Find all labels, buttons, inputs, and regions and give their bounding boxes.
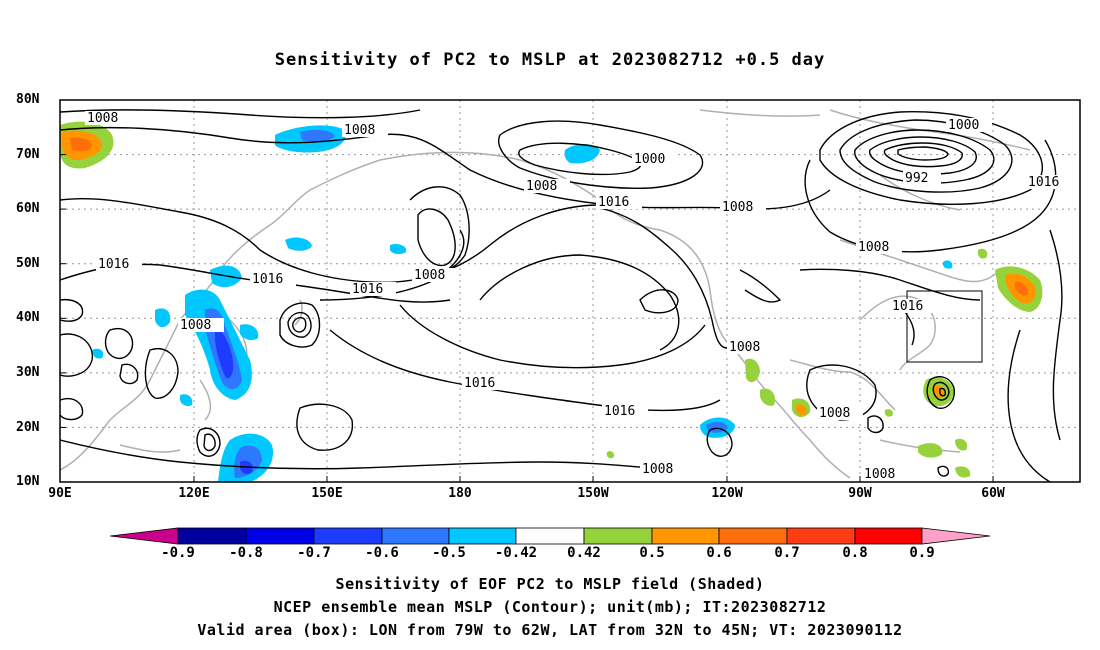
lat-label: 40N <box>16 310 40 325</box>
contour-label: 1016 <box>464 376 495 391</box>
contour-label: 1008 <box>858 240 889 255</box>
contour-label: 1008 <box>864 467 895 482</box>
plot-title: Sensitivity of PC2 to MSLP at 2023082712… <box>274 50 826 70</box>
lat-label: 60N <box>16 201 40 216</box>
contour-label: 1016 <box>352 282 383 297</box>
lon-label: 150E <box>311 486 343 501</box>
lon-label: 180 <box>448 486 472 501</box>
contour-label: 1000 <box>634 152 665 167</box>
lon-label: 90E <box>48 486 72 501</box>
lon-label: 60W <box>981 486 1005 501</box>
colorbar-swatch <box>448 527 517 545</box>
colorbar-label: -0.7 <box>297 545 331 561</box>
colorbar-label: 0.9 <box>909 545 935 561</box>
contour-label: 1008 <box>729 340 760 355</box>
contour-label: 992 <box>905 171 928 186</box>
lat-label: 50N <box>16 256 40 271</box>
colorbar-label: 0.5 <box>639 545 665 561</box>
contour-labels: 1008 1008 1016 1016 1008 1000 1008 1016 … <box>85 111 1072 482</box>
caption-line: NCEP ensemble mean MSLP (Contour); unit(… <box>273 598 827 616</box>
contour-label: 1000 <box>948 118 979 133</box>
colorbar <box>109 527 991 545</box>
colorbar-label: -0.42 <box>494 545 538 561</box>
colorbar-swatch <box>651 527 720 545</box>
colorbar-label: 0.8 <box>842 545 868 561</box>
colorbar-swatch <box>718 527 788 545</box>
contour-label: 1008 <box>414 268 445 283</box>
contour-label: 1008 <box>819 406 850 421</box>
colorbar-swatch <box>515 527 585 545</box>
contour-label: 1016 <box>98 257 129 272</box>
colorbar-label: 0.7 <box>774 545 800 561</box>
contour-label: 1016 <box>604 404 635 419</box>
colorbar-label: -0.8 <box>229 545 263 561</box>
lon-label: 120E <box>178 486 210 501</box>
axis-ticks <box>60 99 994 482</box>
lat-label: 70N <box>16 147 40 162</box>
contour-label: 1008 <box>344 123 375 138</box>
colorbar-label: 0.6 <box>706 545 732 561</box>
colorbar-high-end <box>921 527 991 545</box>
contour-label: 1016 <box>892 299 923 314</box>
colorbar-swatch <box>245 527 315 545</box>
colorbar-swatch <box>854 527 923 545</box>
contour-label: 1016 <box>1028 175 1059 190</box>
contour-label: 1008 <box>87 111 118 126</box>
lat-label: 80N <box>16 92 40 107</box>
lon-label: 150W <box>577 486 609 501</box>
contour-label: 1016 <box>598 195 629 210</box>
lat-label: 10N <box>16 474 40 489</box>
map-frame <box>59 99 1081 483</box>
lat-label: 20N <box>16 420 40 435</box>
colorbar-swatch <box>177 527 247 545</box>
colorbar-label: -0.9 <box>161 545 195 561</box>
colorbar-swatch <box>313 527 383 545</box>
lon-label: 120W <box>711 486 743 501</box>
colorbar-low-end <box>109 527 179 545</box>
colorbar-label: -0.6 <box>365 545 399 561</box>
contour-label: 1008 <box>180 318 211 333</box>
lon-label: 90W <box>848 486 872 501</box>
valid-area-box <box>906 290 983 363</box>
sensitivity-shading <box>60 121 1043 482</box>
colorbar-label: 0.42 <box>567 545 601 561</box>
contour-label: 1008 <box>642 462 673 477</box>
lat-label: 30N <box>16 365 40 380</box>
contour-label: 1016 <box>252 272 283 287</box>
caption-line: Sensitivity of EOF PC2 to MSLP field (Sh… <box>335 575 765 593</box>
contour-label: 1008 <box>526 179 557 194</box>
colorbar-swatch <box>381 527 450 545</box>
colorbar-label: -0.5 <box>432 545 466 561</box>
colorbar-swatch <box>583 527 653 545</box>
contour-label: 1008 <box>722 200 753 215</box>
caption-line: Valid area (box): LON from 79W to 62W, L… <box>197 621 903 639</box>
colorbar-swatch <box>786 527 856 545</box>
